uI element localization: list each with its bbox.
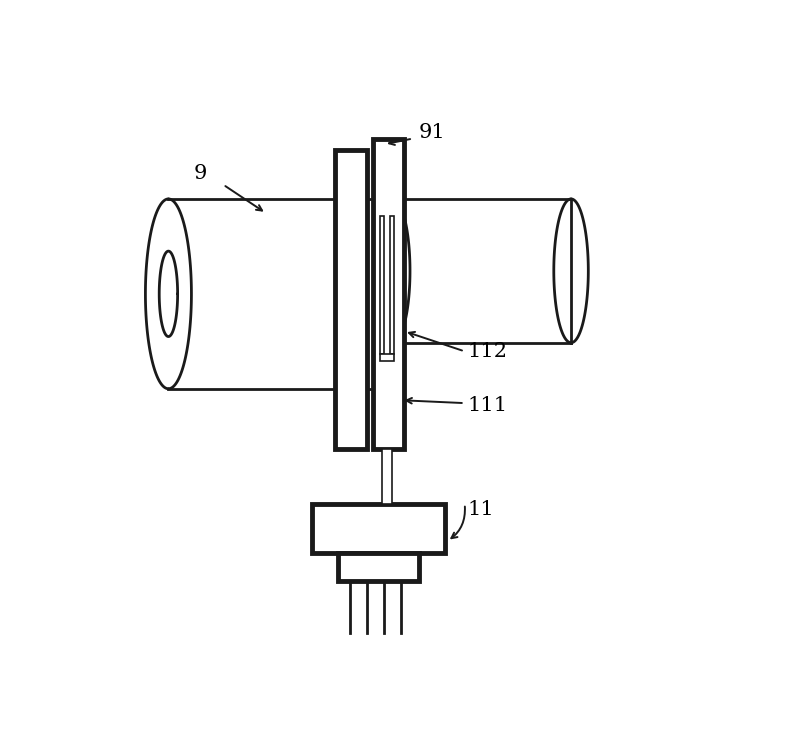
FancyBboxPatch shape bbox=[335, 150, 367, 449]
Text: 11: 11 bbox=[467, 500, 494, 519]
Bar bbox=[338, 553, 418, 581]
Text: 111: 111 bbox=[467, 397, 508, 415]
FancyBboxPatch shape bbox=[373, 138, 404, 449]
Bar bbox=[380, 216, 384, 354]
Bar bbox=[312, 503, 445, 553]
Bar bbox=[390, 216, 394, 354]
Bar bbox=[382, 449, 391, 503]
Text: 91: 91 bbox=[418, 123, 446, 142]
Text: 9: 9 bbox=[194, 164, 206, 182]
Bar bbox=[380, 354, 394, 361]
Text: 112: 112 bbox=[467, 342, 507, 361]
